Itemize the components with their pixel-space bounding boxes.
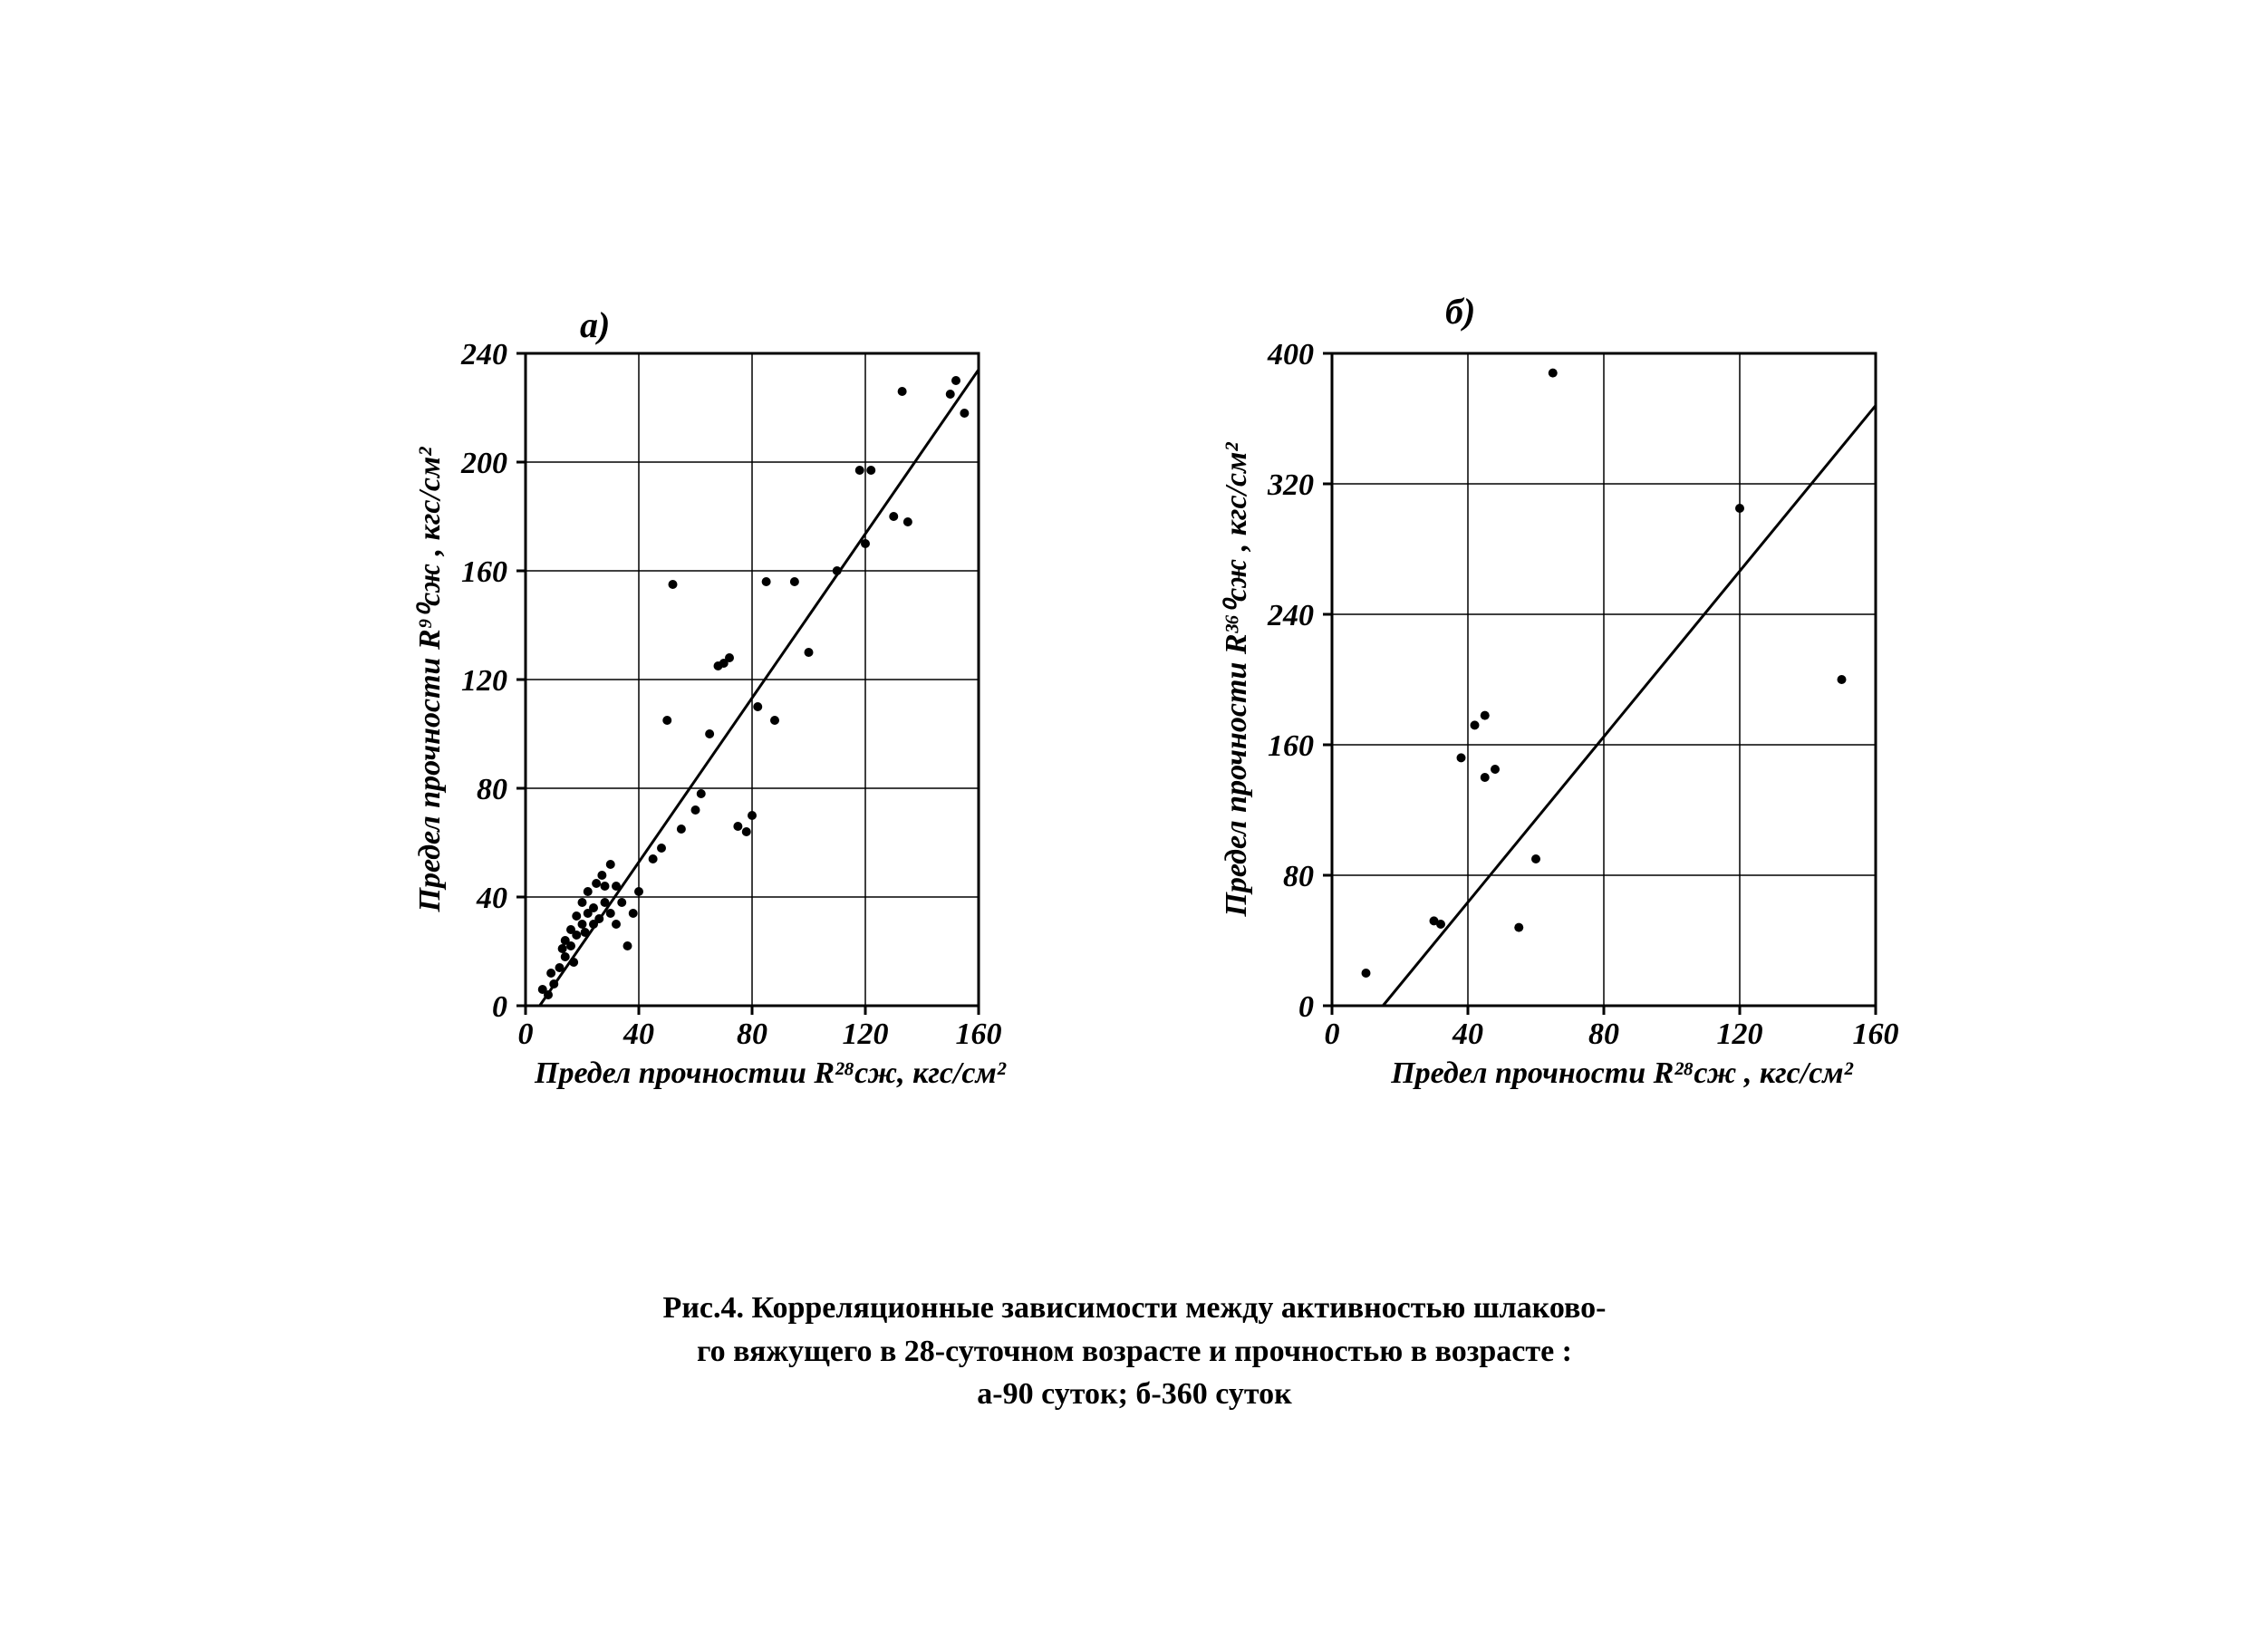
svg-text:320: 320 xyxy=(1267,468,1314,502)
svg-text:40: 40 xyxy=(476,882,507,915)
svg-text:400: 400 xyxy=(1267,338,1314,371)
svg-text:120: 120 xyxy=(843,1018,889,1051)
svg-text:120: 120 xyxy=(461,664,507,698)
svg-text:160: 160 xyxy=(956,1018,1002,1051)
chart-panel-b: б) 04080120160080160240320400Предел проч… xyxy=(1178,317,1921,1105)
svg-text:80: 80 xyxy=(477,773,507,806)
svg-text:0: 0 xyxy=(1298,990,1314,1024)
chart-panel-a: а) 0408012016004080120160200240Предел пр… xyxy=(372,317,1024,1105)
svg-text:Предел прочности R³⁶⁰сж , кгс: Предел прочности R³⁶⁰сж , кгс/см² xyxy=(1220,442,1253,918)
page: а) 0 40 80 120 160 0 40 80 120 160 200 240 Предел пр… xyxy=(0,0,2268,1630)
caption-line-2: го вяжущего в 28-суточном возрасте и про… xyxy=(410,1330,1859,1374)
subplot-label-b: б) xyxy=(1445,290,1475,333)
svg-text:200: 200 xyxy=(460,447,507,480)
svg-text:0: 0 xyxy=(518,1018,534,1051)
svg-text:160: 160 xyxy=(1853,1018,1899,1051)
svg-text:160: 160 xyxy=(1268,729,1314,763)
svg-text:40: 40 xyxy=(622,1018,654,1051)
svg-text:240: 240 xyxy=(1267,599,1314,632)
svg-text:80: 80 xyxy=(1588,1018,1619,1051)
svg-text:80: 80 xyxy=(737,1018,767,1051)
subplot-label-a: а) xyxy=(580,304,610,346)
chart-svg-a: 0 40 80 120 160 0 40 80 120 160 200 240 Предел прочн… xyxy=(372,317,1024,1105)
svg-text:240: 240 xyxy=(460,338,507,371)
caption-line-1: Рис.4. Корреляционные зависимости между … xyxy=(410,1287,1859,1330)
svg-text:Предел прочностии R²⁸сж, кгс: Предел прочностии R²⁸сж, кгс/см² xyxy=(534,1056,1007,1090)
chart-svg-b: 0 40 80 120 160 0 80 160 240 320 400 Предел прочнос… xyxy=(1178,317,1921,1105)
figure-caption: Рис.4. Корреляционные зависимости между … xyxy=(410,1287,1859,1416)
svg-text:Предел прочности R²⁸сж , кгс/: Предел прочности R²⁸сж , кгс/см² xyxy=(1390,1056,1853,1090)
svg-text:0: 0 xyxy=(492,990,507,1024)
svg-text:120: 120 xyxy=(1717,1018,1763,1051)
svg-text:80: 80 xyxy=(1283,860,1314,893)
svg-text:160: 160 xyxy=(461,555,507,589)
caption-line-3: а-90 суток; б-360 суток xyxy=(410,1373,1859,1416)
svg-text:40: 40 xyxy=(1452,1018,1483,1051)
svg-text:Предел прочности R⁹⁰сж , кгс/: Предел прочности R⁹⁰сж , кгс/см² xyxy=(413,447,447,913)
svg-text:0: 0 xyxy=(1325,1018,1340,1051)
